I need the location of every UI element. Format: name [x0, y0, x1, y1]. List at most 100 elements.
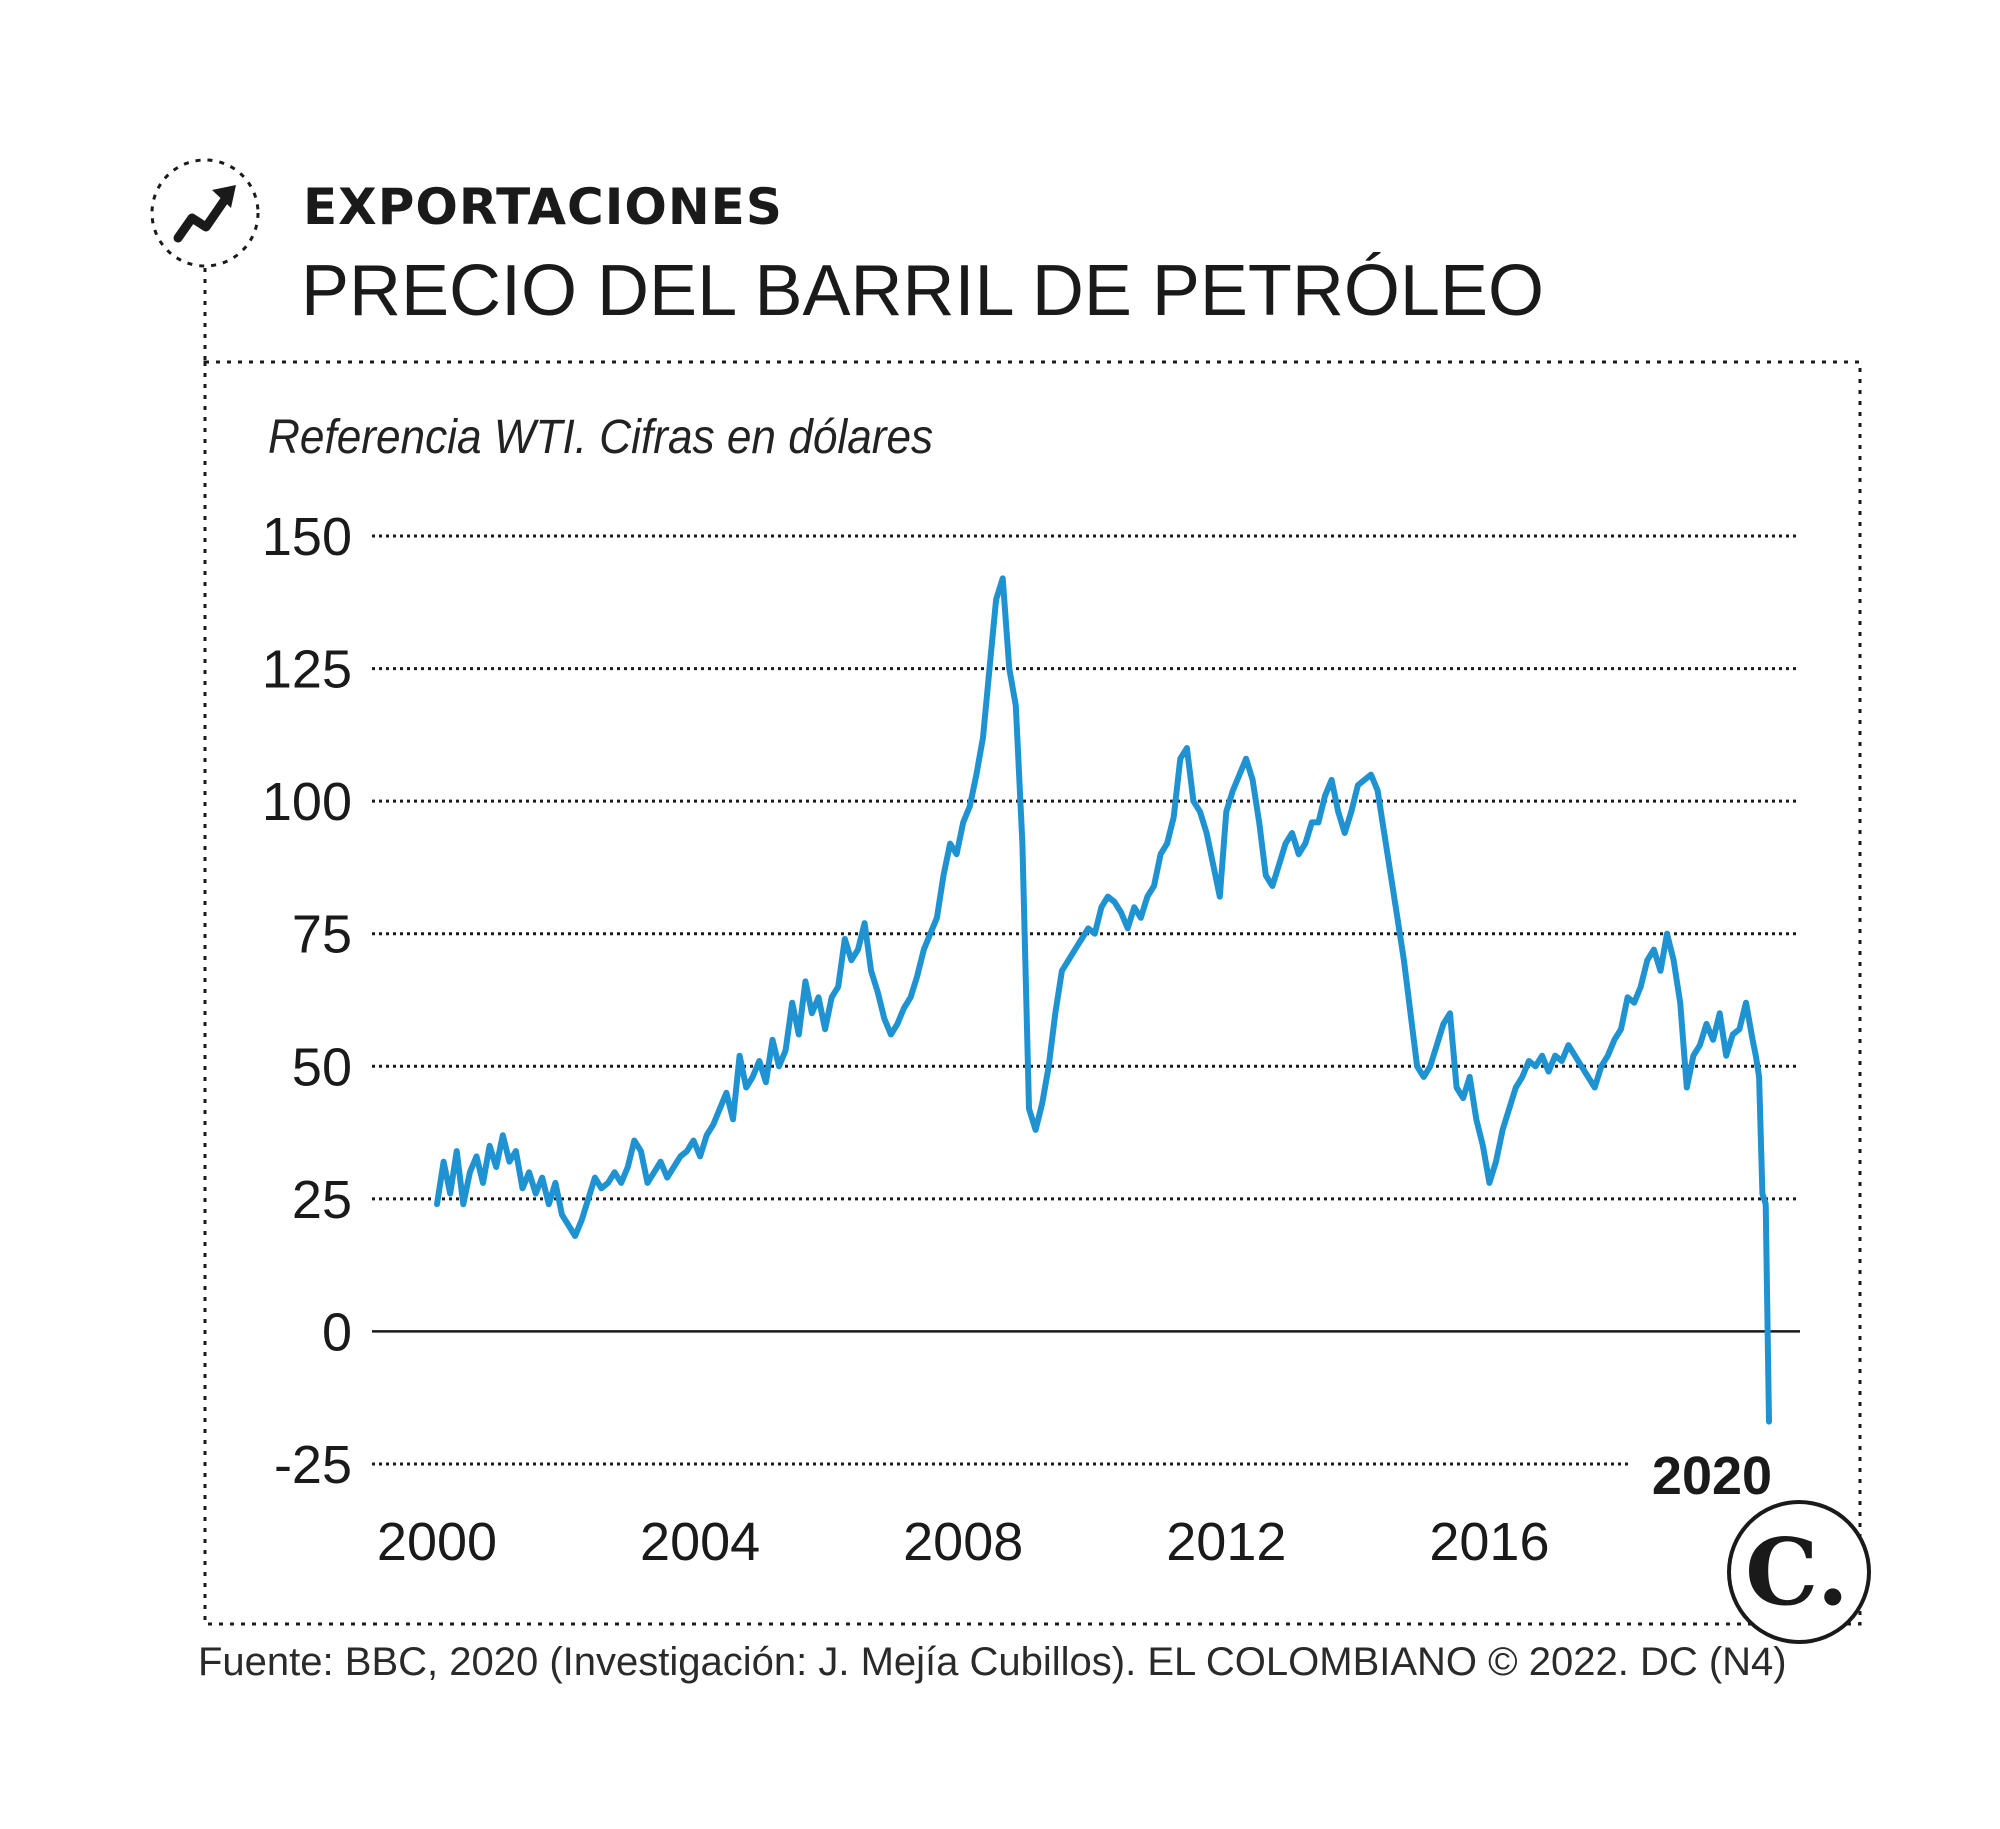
- data-point: [1566, 1043, 1570, 1047]
- data-point: [468, 1170, 472, 1174]
- y-tick-label: 0: [322, 1302, 352, 1362]
- data-point: [1159, 852, 1163, 856]
- data-point: [1047, 1064, 1051, 1068]
- data-point: [665, 1176, 669, 1180]
- data-point: [527, 1170, 531, 1174]
- data-point: [942, 873, 946, 877]
- data-point: [948, 842, 952, 846]
- trend-up-arrow-icon: [150, 158, 260, 268]
- data-point: [1027, 1107, 1031, 1111]
- data-point: [1395, 916, 1399, 920]
- data-point: [1053, 1011, 1057, 1015]
- data-point: [442, 1160, 446, 1164]
- data-point: [856, 948, 860, 952]
- data-point: [632, 1139, 636, 1143]
- data-point: [1441, 1022, 1445, 1026]
- data-point: [1264, 873, 1268, 877]
- data-point: [534, 1192, 538, 1196]
- data-point: [547, 1202, 551, 1206]
- end-year-label: 2020: [1652, 1446, 1772, 1506]
- data-point: [475, 1154, 479, 1158]
- x-tick-label: 2016: [1429, 1512, 1549, 1572]
- data-point: [1639, 985, 1643, 989]
- data-point: [1691, 1054, 1695, 1058]
- el-colombiano-logo: C.: [1727, 1500, 1871, 1644]
- data-point: [455, 1149, 459, 1153]
- data-point: [1737, 1027, 1741, 1031]
- data-point: [974, 773, 978, 777]
- data-point: [882, 1017, 886, 1021]
- data-point: [1415, 1064, 1419, 1068]
- data-point: [1718, 1011, 1722, 1015]
- y-tick-label: 50: [292, 1037, 352, 1097]
- data-point: [599, 1186, 603, 1190]
- data-point: [1481, 1144, 1485, 1148]
- data-point: [1198, 810, 1202, 814]
- data-point: [461, 1202, 465, 1206]
- data-point: [711, 1123, 715, 1127]
- data-point: [1422, 1075, 1426, 1079]
- data-point: [1251, 778, 1255, 782]
- data-point: [1363, 778, 1367, 782]
- data-point: [507, 1160, 511, 1164]
- data-point: [501, 1133, 505, 1137]
- data-point: [1751, 1038, 1755, 1042]
- data-point: [1132, 905, 1136, 909]
- data-point: [909, 995, 913, 999]
- data-point: [1547, 1070, 1551, 1074]
- data-point: [810, 1011, 814, 1015]
- data-point: [1211, 863, 1215, 867]
- data-point: [448, 1192, 452, 1196]
- data-point: [724, 1091, 728, 1095]
- data-point: [1632, 1001, 1636, 1005]
- price-series-line: [434, 575, 1772, 1425]
- data-point: [1573, 1054, 1577, 1058]
- data-point: [1757, 1075, 1761, 1079]
- series-layer: [434, 575, 1772, 1425]
- data-point: [626, 1165, 630, 1169]
- data-point: [876, 990, 880, 994]
- data-point: [613, 1170, 617, 1174]
- data-point: [1698, 1043, 1702, 1047]
- data-point: [1560, 1059, 1564, 1063]
- data-point: [1711, 1038, 1715, 1042]
- data-point: [1764, 1202, 1768, 1206]
- data-point: [606, 1181, 610, 1185]
- data-point: [481, 1181, 485, 1185]
- data-point: [1468, 1075, 1472, 1079]
- data-point: [1165, 842, 1169, 846]
- data-point: [1145, 895, 1149, 899]
- data-point: [1731, 1033, 1735, 1037]
- data-point: [1678, 1001, 1682, 1005]
- data-point: [1744, 1001, 1748, 1005]
- y-tick-label: 150: [262, 507, 352, 567]
- data-point: [817, 995, 821, 999]
- data-point: [922, 948, 926, 952]
- data-point: [1034, 1128, 1038, 1132]
- data-point: [586, 1197, 590, 1201]
- x-tick-label: 2004: [640, 1512, 760, 1572]
- data-point: [514, 1149, 518, 1153]
- data-point: [1435, 1043, 1439, 1047]
- data-point: [685, 1149, 689, 1153]
- data-point: [1409, 1011, 1413, 1015]
- data-point: [1185, 746, 1189, 750]
- data-point: [1067, 958, 1071, 962]
- data-point: [1178, 757, 1182, 761]
- data-point: [1382, 831, 1386, 835]
- data-point: [895, 1022, 899, 1026]
- source-credit: Fuente: BBC, 2020 (Investigación: J. Mej…: [198, 1640, 1787, 1684]
- data-point: [1619, 1027, 1623, 1031]
- data-point: [1099, 905, 1103, 909]
- data-point: [1257, 820, 1261, 824]
- data-point: [1586, 1075, 1590, 1079]
- data-point: [889, 1033, 893, 1037]
- data-point: [1448, 1011, 1452, 1015]
- data-point: [764, 1080, 768, 1084]
- data-point: [1284, 842, 1288, 846]
- data-point: [488, 1144, 492, 1148]
- data-point: [1527, 1059, 1531, 1063]
- data-point: [1139, 916, 1143, 920]
